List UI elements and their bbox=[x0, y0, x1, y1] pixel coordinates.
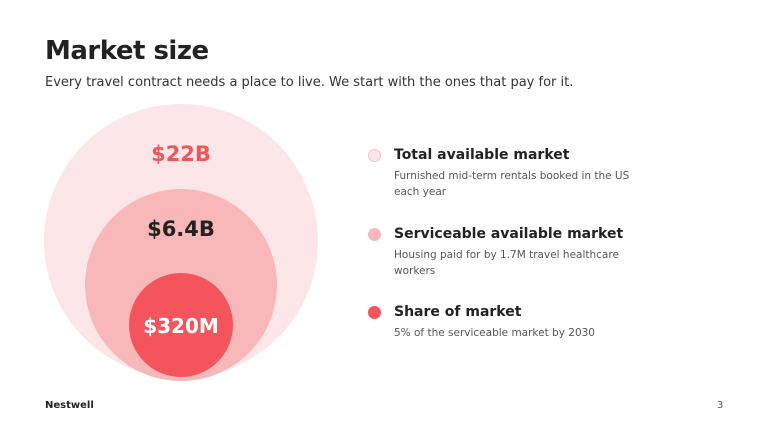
legend-item-sam: Serviceable available market Housing pai… bbox=[368, 225, 668, 303]
slide-title: Market size bbox=[45, 36, 209, 66]
legend-dot-sam bbox=[368, 228, 381, 241]
legend-title-tam: Total available market bbox=[394, 147, 570, 163]
market-legend: Total available market Furnished mid-ter… bbox=[368, 146, 668, 341]
page-number: 3 bbox=[717, 400, 724, 411]
legend-desc-sam: Housing paid for by 1.7M travel healthca… bbox=[394, 249, 619, 277]
legend-title-sam: Serviceable available market bbox=[394, 226, 624, 242]
legend-title-som: Share of market bbox=[394, 304, 522, 320]
tam-value-label: $22B bbox=[151, 142, 211, 166]
slide-subtitle: Every travel contract needs a place to l… bbox=[45, 75, 574, 90]
som-value-label: $320M bbox=[143, 314, 219, 338]
sam-value-label: $6.4B bbox=[147, 217, 215, 241]
legend-item-som: Share of market 5% of the serviceable ma… bbox=[368, 303, 668, 341]
legend-dot-som bbox=[368, 306, 381, 319]
legend-desc-tam: Furnished mid-term rentals booked in the… bbox=[394, 170, 630, 198]
legend-item-tam: Total available market Furnished mid-ter… bbox=[368, 146, 668, 225]
legend-dot-tam bbox=[368, 149, 381, 162]
som-circle bbox=[129, 273, 233, 377]
footer-brand: Nestwell bbox=[45, 400, 94, 411]
legend-desc-som: 5% of the serviceable market by 2030 bbox=[394, 327, 595, 339]
